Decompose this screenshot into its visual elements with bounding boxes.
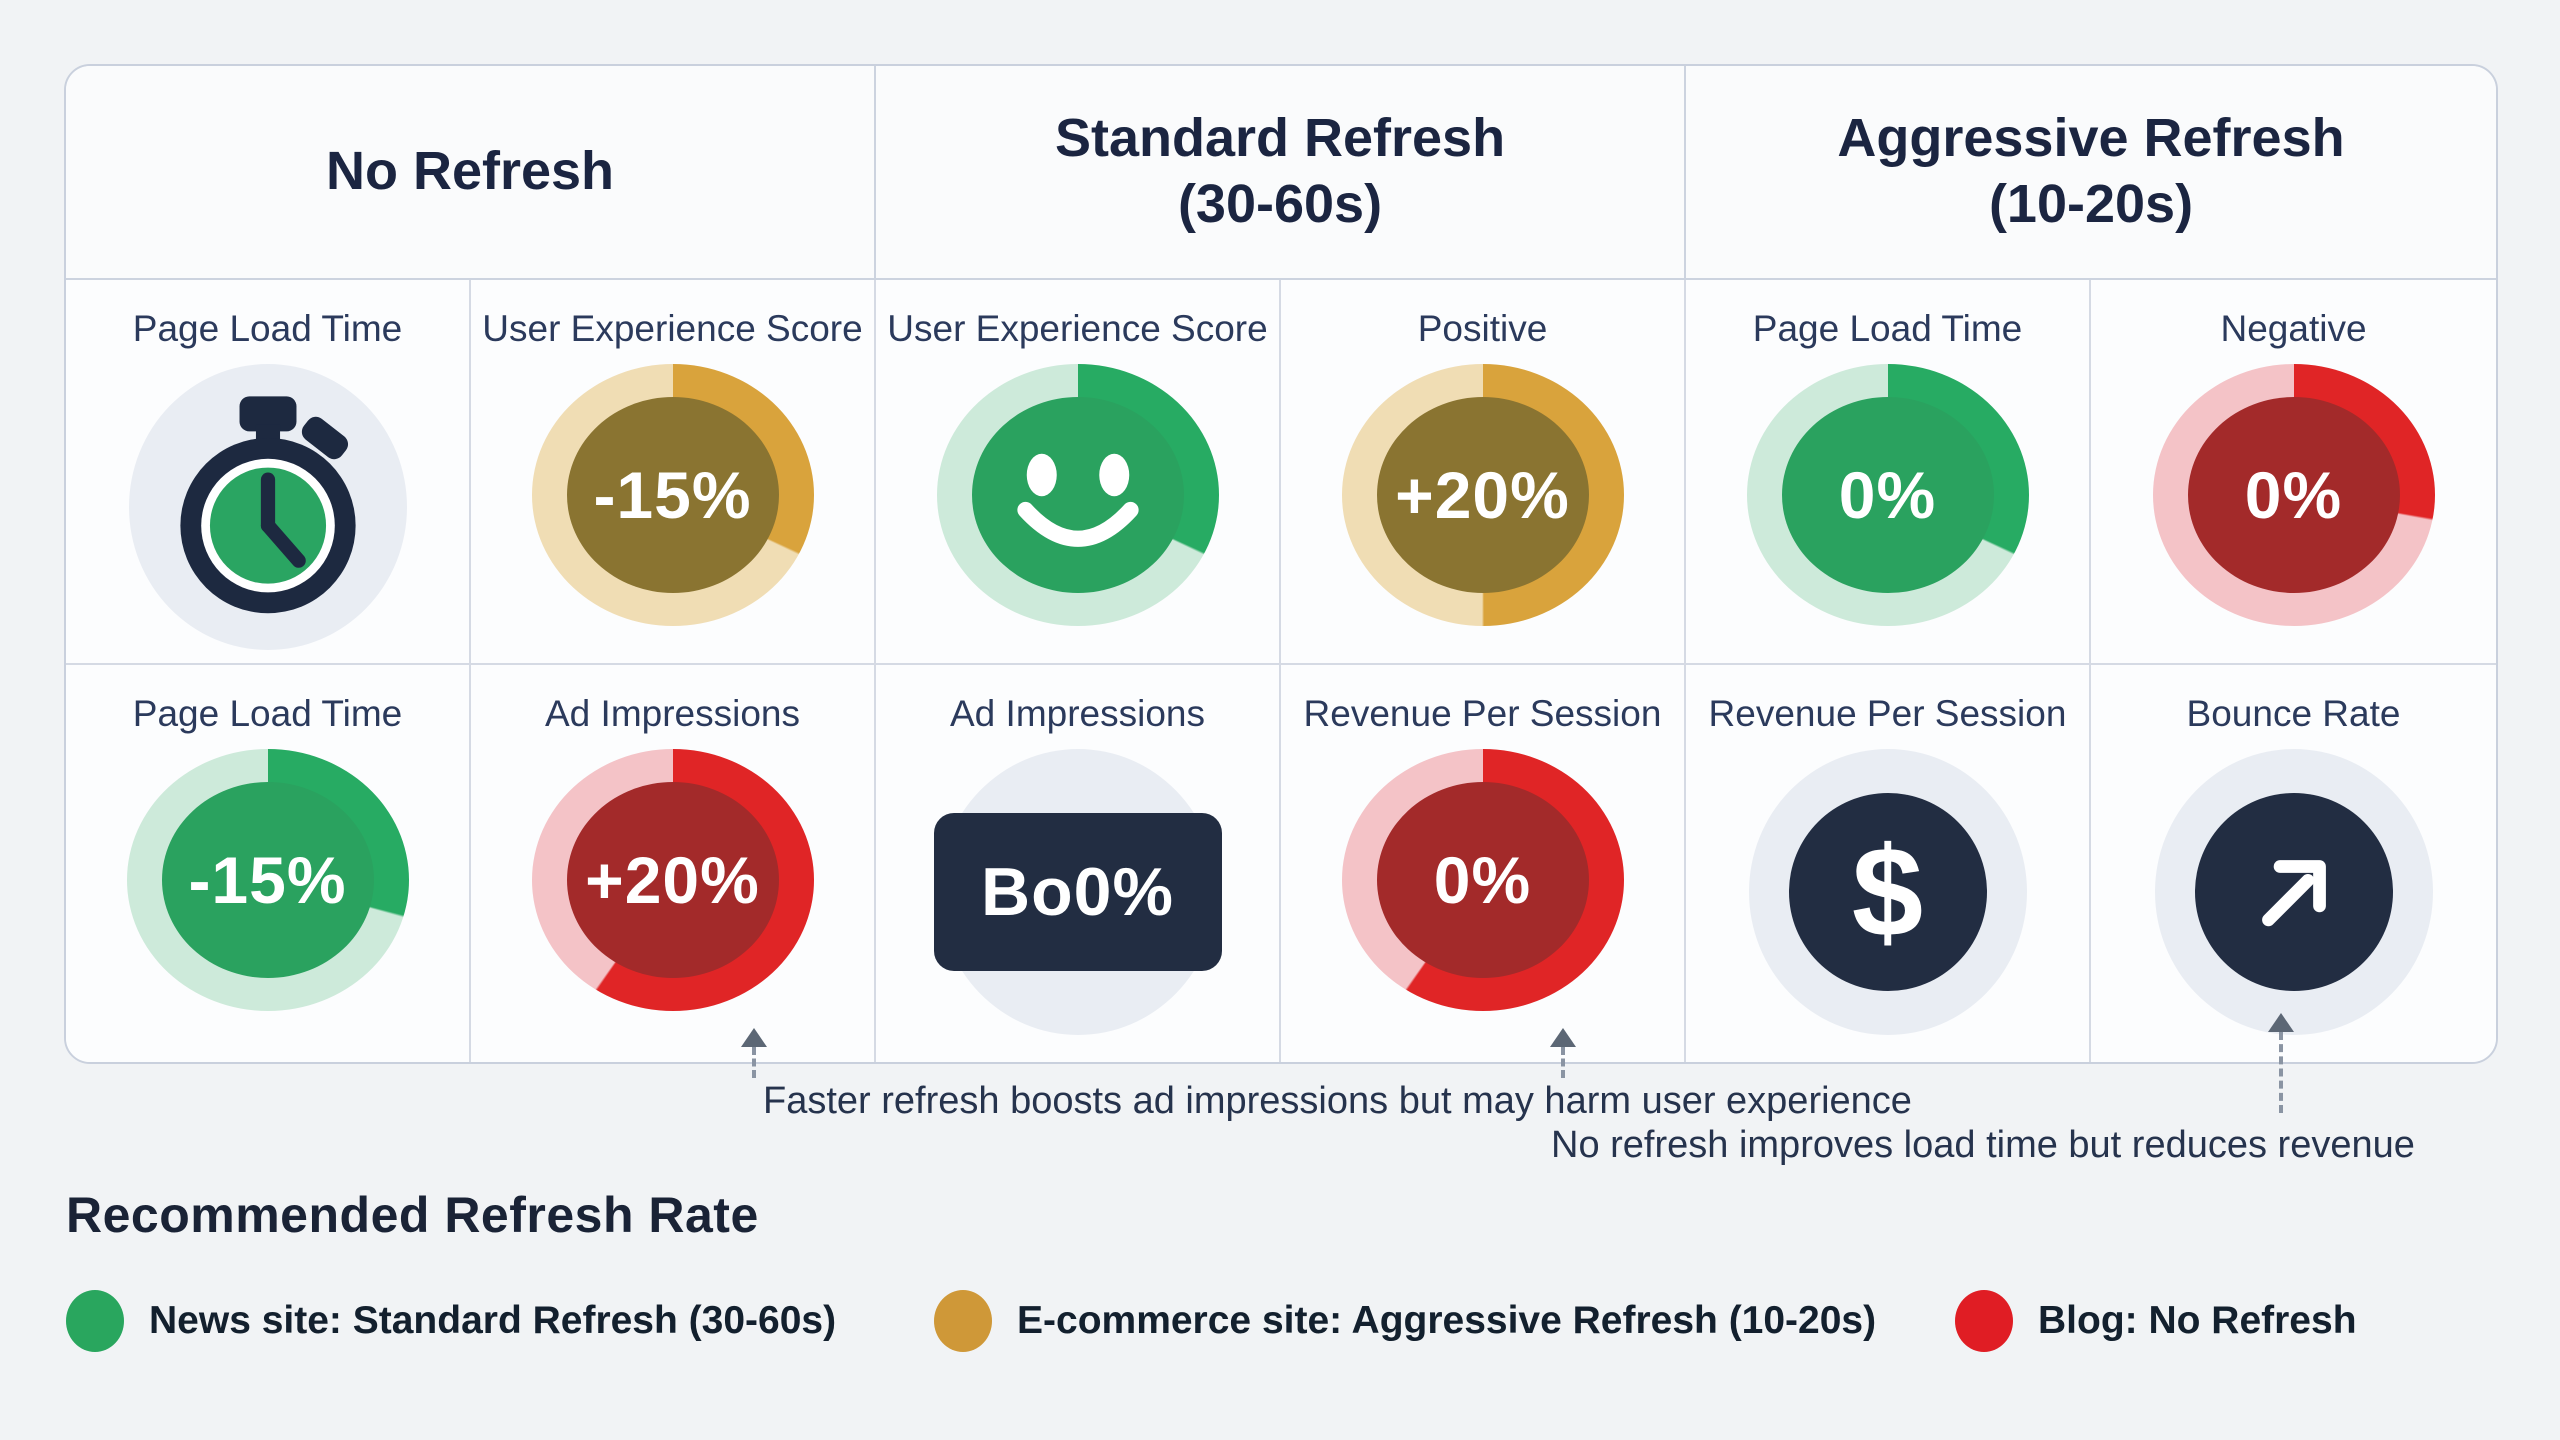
arrow-head-icon	[741, 1028, 767, 1047]
icon-background	[2154, 749, 2433, 1035]
legend-dot	[934, 1290, 992, 1352]
gauge-center: 0%	[1781, 397, 1994, 593]
icon-background: $	[1748, 749, 2027, 1035]
metric-label: Page Load Time	[1752, 308, 2023, 349]
gauge-center: -15%	[161, 782, 374, 978]
legend-dot	[66, 1290, 124, 1352]
table-cell: Negative 0%	[2091, 280, 2496, 665]
table-body: Page Load Time User Experience Score -15%…	[66, 280, 2496, 1062]
gauge-center: +20%	[1376, 397, 1589, 593]
column-header: Aggressive Refresh (10-20s)	[1686, 66, 2496, 280]
arrow-up-right-icon	[2261, 860, 2326, 927]
legend-dot	[1955, 1290, 2013, 1352]
table-cell: Page Load Time 0%	[1686, 280, 2091, 665]
icon-background	[128, 364, 407, 650]
table-cell: Revenue Per Session $	[1686, 665, 2091, 1062]
icon-background: Bo0%	[933, 749, 1222, 1035]
legend-label: Blog: No Refresh	[2038, 1299, 2357, 1342]
metric-label: Positive	[1417, 308, 1548, 349]
gauge-value: 0%	[1433, 843, 1532, 917]
gauge-center: -15%	[566, 397, 779, 593]
gauge-value: -15%	[593, 458, 752, 532]
table-cell: Bounce Rate	[2091, 665, 2496, 1062]
table-cell: Ad Impressions Bo0%	[876, 665, 1281, 1062]
dollar-circle: $	[1788, 793, 1987, 991]
column-header-line: Aggressive Refresh	[1837, 108, 2345, 169]
gauge-center	[971, 397, 1184, 593]
metric-label: Ad Impressions	[950, 693, 1205, 734]
arrow-head-icon	[2268, 1013, 2294, 1032]
arrow-stem	[2279, 1032, 2283, 1113]
annotation-faster-refresh: Faster refresh boosts ad impressions but…	[763, 1080, 1912, 1122]
legend-item: E-commerce site: Aggressive Refresh (10-…	[934, 1290, 1876, 1352]
table-cell: Page Load Time -15%	[66, 665, 471, 1062]
donut-gauge: 0%	[1746, 364, 2029, 626]
table-cell: Positive +20%	[1281, 280, 1686, 665]
donut-gauge	[936, 364, 1219, 626]
gauge-center: +20%	[566, 782, 779, 978]
metric-label: Ad Impressions	[545, 693, 800, 734]
metric-label: Revenue Per Session	[1708, 693, 2067, 734]
metric-label: User Experience Score	[887, 308, 1268, 349]
gauge-value: +20%	[1395, 458, 1570, 532]
legend-title: Recommended Refresh Rate	[66, 1187, 759, 1243]
table-cell: User Experience Score	[876, 280, 1281, 665]
dollar-icon: $	[1851, 820, 1924, 964]
donut-gauge: +20%	[531, 749, 814, 1011]
arrow-up-right-circle	[2194, 793, 2393, 991]
gauge-center: 0%	[1376, 782, 1589, 978]
table-cell: Page Load Time	[66, 280, 471, 665]
donut-gauge: -15%	[126, 749, 409, 1011]
column-header: No Refresh	[66, 66, 876, 280]
gauge-value: 0%	[2244, 458, 2343, 532]
legend-item: Blog: No Refresh	[1955, 1290, 2357, 1352]
legend-label: News site: Standard Refresh (30-60s)	[149, 1299, 837, 1342]
column-header: Standard Refresh (30-60s)	[876, 66, 1686, 280]
donut-gauge: +20%	[1341, 364, 1624, 626]
metric-label: User Experience Score	[482, 308, 863, 349]
table-cell: Revenue Per Session 0%	[1281, 665, 1686, 1062]
legend-item: News site: Standard Refresh (30-60s)	[66, 1290, 836, 1352]
value-badge: Bo0%	[933, 813, 1222, 971]
legend-label: E-commerce site: Aggressive Refresh (10-…	[1017, 1299, 1877, 1342]
donut-gauge: -15%	[531, 364, 814, 626]
column-header-line: No Refresh	[325, 141, 615, 202]
gauge-value: +20%	[585, 843, 760, 917]
donut-gauge: 0%	[1341, 749, 1624, 1011]
metric-label: Page Load Time	[132, 308, 403, 349]
metric-label: Page Load Time	[132, 693, 403, 734]
metric-label: Revenue Per Session	[1303, 693, 1662, 734]
table-cell: Ad Impressions +20%	[471, 665, 876, 1062]
donut-gauge: 0%	[2152, 364, 2435, 626]
gauge-value: -15%	[188, 843, 347, 917]
column-header-line: (30-60s)	[1177, 174, 1383, 234]
gauge-center: 0%	[2187, 397, 2400, 593]
stopwatch-icon	[179, 396, 356, 614]
comparison-table: No Refresh Standard Refresh (30-60s) Aggres…	[64, 64, 2498, 1064]
annotation-no-refresh: No refresh improves load time but reduce…	[1551, 1124, 2415, 1166]
arrow-head-icon	[1550, 1028, 1576, 1047]
table-header-row: No Refresh Standard Refresh (30-60s) Aggres…	[66, 66, 2496, 280]
metric-label: Negative	[2220, 308, 2367, 349]
gauge-value: 0%	[1838, 458, 1937, 532]
arrow-stem	[1561, 1047, 1565, 1078]
arrow-stem	[752, 1047, 756, 1078]
metric-label: Bounce Rate	[2186, 693, 2401, 734]
column-header-line: Standard Refresh	[1054, 108, 1506, 169]
smiley-face-icon	[1016, 453, 1139, 547]
table-cell: User Experience Score -15%	[471, 280, 876, 665]
column-header-line: (10-20s)	[1988, 174, 2194, 234]
